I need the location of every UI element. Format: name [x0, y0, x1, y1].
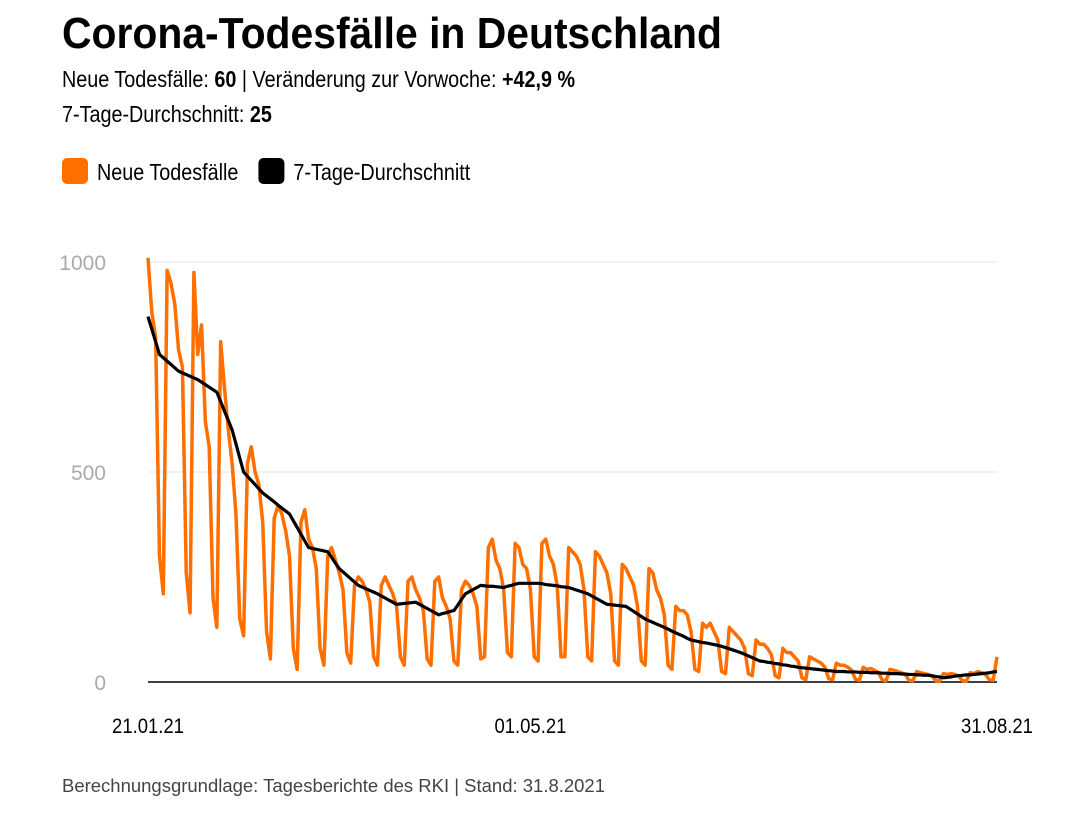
legend-label: 7-Tage-Durchschnitt — [293, 160, 470, 186]
x-tick-label: 31.08.21 — [961, 715, 1033, 738]
stats-line: 7-Tage-Durchschnitt: 25 — [62, 102, 272, 128]
y-tick-label: 1000 — [59, 252, 106, 275]
stat-label: 7-Tage-Durchschnitt: — [62, 102, 244, 128]
series-line — [146, 257, 999, 683]
stat-value: +42,9 % — [502, 67, 575, 93]
legend-label: Neue Todesfälle — [97, 160, 238, 186]
stat-value: 60 — [214, 67, 236, 93]
stats: Neue Todesfälle: 60 | Veränderung zur Vo… — [62, 67, 575, 128]
x-tick-label: 21.01.21 — [112, 715, 184, 738]
series-line — [146, 316, 998, 680]
legend-swatch — [258, 158, 285, 184]
y-tick-label: 500 — [71, 462, 106, 485]
legend-swatch — [62, 158, 88, 184]
y-tick-label: 0 — [94, 672, 106, 695]
x-tick-label: 01.05.21 — [494, 715, 566, 738]
stat-value: 25 — [250, 102, 272, 128]
source-note: Berechnungsgrundlage: Tagesberichte des … — [62, 776, 605, 796]
stats-line: Neue Todesfälle: 60 | Veränderung zur Vo… — [62, 67, 575, 93]
stat-label: | Veränderung zur Vorwoche: — [242, 67, 497, 93]
chart-title: Corona-Todesfälle in Deutschland — [62, 9, 722, 58]
stat-label: Neue Todesfälle: — [62, 67, 209, 93]
